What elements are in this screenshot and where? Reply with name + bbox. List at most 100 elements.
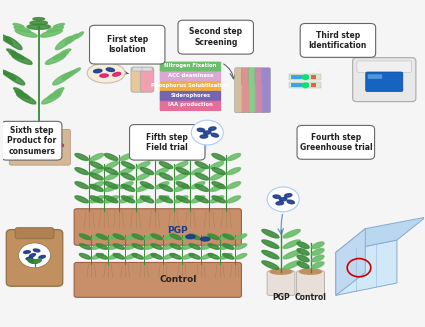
Ellipse shape [221, 244, 232, 249]
FancyBboxPatch shape [291, 75, 301, 79]
Ellipse shape [109, 234, 120, 240]
FancyBboxPatch shape [357, 61, 412, 72]
Ellipse shape [45, 54, 66, 64]
FancyBboxPatch shape [15, 228, 54, 239]
Ellipse shape [208, 253, 219, 259]
Ellipse shape [15, 90, 30, 99]
Ellipse shape [26, 145, 39, 149]
Ellipse shape [174, 173, 188, 180]
Ellipse shape [100, 74, 108, 77]
Ellipse shape [201, 237, 210, 241]
Text: Control: Control [295, 293, 326, 302]
Ellipse shape [105, 154, 118, 161]
Text: Siderophores: Siderophores [170, 93, 210, 98]
Ellipse shape [32, 260, 39, 263]
Ellipse shape [156, 196, 169, 203]
FancyBboxPatch shape [289, 74, 321, 80]
Ellipse shape [120, 182, 133, 189]
Ellipse shape [212, 182, 225, 189]
FancyBboxPatch shape [178, 20, 253, 54]
Ellipse shape [31, 152, 42, 157]
Ellipse shape [283, 230, 300, 238]
Ellipse shape [212, 154, 225, 161]
Ellipse shape [29, 254, 35, 257]
Text: Fourth step
Greenhouse trial: Fourth step Greenhouse trial [300, 133, 372, 152]
Ellipse shape [54, 88, 64, 93]
Ellipse shape [297, 255, 309, 262]
Ellipse shape [75, 182, 88, 189]
Ellipse shape [33, 249, 40, 252]
Ellipse shape [159, 173, 173, 180]
Ellipse shape [52, 141, 64, 147]
Ellipse shape [212, 196, 225, 203]
Ellipse shape [210, 184, 224, 191]
Ellipse shape [262, 261, 279, 269]
Ellipse shape [189, 244, 200, 249]
Ellipse shape [312, 255, 324, 262]
Ellipse shape [105, 196, 118, 203]
Ellipse shape [183, 253, 194, 259]
Polygon shape [193, 145, 207, 160]
Ellipse shape [12, 146, 23, 152]
FancyBboxPatch shape [300, 24, 376, 57]
Ellipse shape [136, 173, 150, 180]
Ellipse shape [195, 162, 209, 169]
Ellipse shape [262, 230, 279, 238]
Ellipse shape [270, 269, 292, 274]
Ellipse shape [279, 198, 287, 201]
Ellipse shape [140, 154, 154, 161]
FancyBboxPatch shape [160, 71, 221, 82]
FancyBboxPatch shape [9, 129, 71, 165]
FancyBboxPatch shape [263, 85, 269, 112]
Ellipse shape [96, 253, 108, 259]
Ellipse shape [191, 154, 205, 161]
FancyBboxPatch shape [289, 82, 321, 88]
Ellipse shape [0, 68, 6, 74]
Ellipse shape [136, 196, 150, 203]
Ellipse shape [90, 196, 104, 203]
Ellipse shape [176, 168, 190, 175]
Ellipse shape [227, 196, 241, 203]
Ellipse shape [312, 242, 324, 249]
Ellipse shape [87, 63, 125, 83]
Ellipse shape [183, 234, 194, 240]
Circle shape [303, 83, 309, 88]
Ellipse shape [39, 255, 45, 258]
FancyBboxPatch shape [90, 25, 165, 64]
FancyBboxPatch shape [311, 75, 317, 79]
FancyBboxPatch shape [366, 72, 403, 92]
Ellipse shape [164, 244, 175, 249]
Polygon shape [336, 240, 397, 295]
Ellipse shape [297, 249, 309, 255]
Ellipse shape [132, 253, 144, 259]
Ellipse shape [13, 24, 24, 27]
Ellipse shape [120, 168, 133, 175]
Ellipse shape [6, 73, 25, 85]
Ellipse shape [24, 251, 30, 253]
Ellipse shape [210, 173, 224, 180]
Ellipse shape [120, 196, 133, 203]
Ellipse shape [276, 201, 283, 205]
Ellipse shape [9, 52, 25, 59]
Ellipse shape [151, 234, 162, 240]
Circle shape [303, 75, 309, 79]
Ellipse shape [210, 196, 224, 203]
Ellipse shape [140, 182, 154, 189]
FancyBboxPatch shape [74, 209, 241, 245]
Ellipse shape [186, 235, 195, 239]
Ellipse shape [312, 262, 324, 268]
Ellipse shape [164, 234, 175, 240]
Ellipse shape [126, 244, 137, 249]
Ellipse shape [48, 90, 62, 99]
FancyBboxPatch shape [160, 91, 221, 101]
Ellipse shape [105, 168, 118, 175]
Text: First step
Isolation: First step Isolation [107, 35, 148, 54]
Ellipse shape [16, 153, 28, 158]
Ellipse shape [28, 259, 35, 263]
FancyBboxPatch shape [267, 271, 295, 295]
Ellipse shape [195, 184, 209, 191]
Ellipse shape [235, 234, 246, 240]
FancyBboxPatch shape [133, 67, 143, 71]
FancyBboxPatch shape [140, 67, 154, 92]
Ellipse shape [297, 242, 309, 249]
